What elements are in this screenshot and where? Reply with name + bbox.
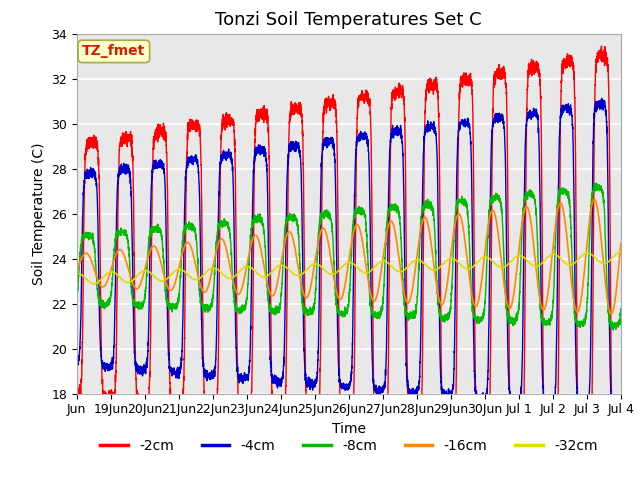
-4cm — [614, 414, 622, 420]
-8cm — [498, 210, 506, 216]
-32cm — [90, 281, 98, 287]
-8cm — [525, 189, 532, 195]
-4cm — [617, 409, 625, 415]
-8cm — [609, 327, 617, 333]
-16cm — [498, 263, 506, 269]
-2cm — [186, 124, 193, 130]
-2cm — [398, 88, 406, 94]
Line: -2cm: -2cm — [77, 46, 621, 465]
-4cm — [498, 113, 506, 119]
-2cm — [498, 69, 506, 74]
-8cm — [73, 295, 81, 301]
Line: -16cm: -16cm — [77, 199, 621, 314]
-4cm — [398, 139, 406, 145]
-16cm — [525, 207, 532, 213]
-16cm — [398, 278, 406, 284]
-4cm — [539, 376, 547, 382]
-16cm — [607, 311, 615, 317]
-16cm — [369, 298, 377, 303]
-8cm — [592, 180, 600, 186]
X-axis label: Time: Time — [332, 422, 366, 436]
Legend: -2cm, -4cm, -8cm, -16cm, -32cm: -2cm, -4cm, -8cm, -16cm, -32cm — [95, 433, 603, 459]
Text: TZ_fmet: TZ_fmet — [82, 44, 145, 59]
-8cm — [539, 317, 547, 323]
-4cm — [598, 96, 605, 101]
-4cm — [186, 159, 193, 165]
-2cm — [614, 462, 621, 468]
-2cm — [598, 43, 605, 49]
-2cm — [539, 303, 547, 309]
-4cm — [73, 358, 81, 364]
Line: -8cm: -8cm — [77, 183, 621, 330]
-32cm — [498, 264, 506, 270]
-32cm — [186, 274, 193, 279]
-16cm — [591, 196, 598, 202]
-32cm — [369, 266, 377, 272]
-8cm — [398, 256, 406, 262]
Line: -32cm: -32cm — [77, 252, 621, 284]
-32cm — [73, 270, 81, 276]
-32cm — [398, 268, 406, 274]
-8cm — [186, 226, 193, 232]
-32cm — [617, 249, 625, 254]
-32cm — [539, 259, 547, 265]
-2cm — [73, 384, 81, 390]
-16cm — [617, 241, 625, 247]
Y-axis label: Soil Temperature (C): Soil Temperature (C) — [31, 143, 45, 285]
Line: -4cm: -4cm — [77, 98, 621, 417]
-32cm — [525, 259, 532, 265]
-2cm — [369, 330, 377, 336]
-4cm — [525, 112, 532, 118]
-16cm — [73, 268, 81, 274]
-2cm — [525, 60, 532, 66]
-8cm — [369, 311, 377, 316]
-8cm — [617, 306, 625, 312]
Title: Tonzi Soil Temperatures Set C: Tonzi Soil Temperatures Set C — [216, 11, 482, 29]
-16cm — [186, 241, 193, 247]
-2cm — [617, 451, 625, 456]
-16cm — [539, 307, 547, 312]
-4cm — [369, 374, 377, 380]
